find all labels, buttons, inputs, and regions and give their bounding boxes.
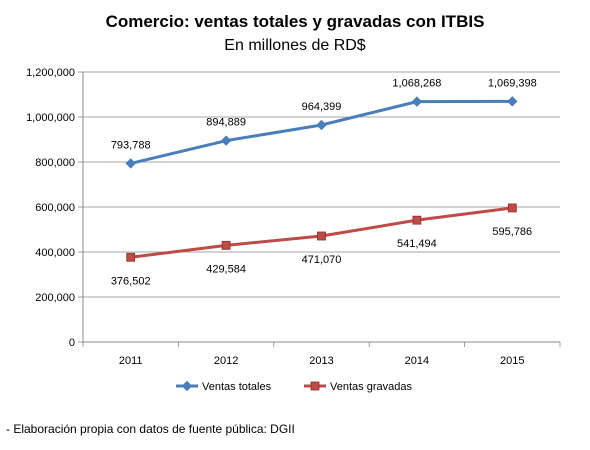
data-point	[507, 203, 517, 213]
x-tick-label: 2012	[214, 355, 238, 367]
chart-title: Comercio: ventas totales y gravadas con …	[106, 12, 485, 31]
data-point	[507, 96, 518, 107]
x-tick-label: 2015	[500, 355, 524, 367]
y-tick-label: 1,200,000	[26, 67, 75, 79]
data-point	[220, 135, 232, 146]
legend-marker-2	[310, 381, 320, 391]
legend-marker-1	[181, 380, 193, 392]
line-chart: Comercio: ventas totales y gravadas con …	[26, 12, 561, 393]
y-tick-label: 400,000	[35, 247, 75, 259]
y-tick-label: 0	[69, 337, 75, 349]
source-footnote: - Elaboración propia con datos de fuente…	[6, 422, 295, 436]
data-point	[316, 119, 327, 131]
data-point	[317, 231, 326, 241]
x-tick-label: 2014	[405, 355, 429, 367]
plot-area: 0 200,000 400,000 600,000 800,000 1,000,000 1,…	[26, 67, 561, 367]
data-point	[412, 215, 422, 225]
data-label: 1,069,398	[488, 77, 537, 89]
data-label: 376,502	[111, 275, 151, 287]
data-label: 429,584	[206, 263, 246, 275]
data-label: 894,889	[206, 117, 246, 129]
x-tick-label: 2011	[119, 355, 143, 367]
y-tick-label: 1,000,000	[26, 112, 75, 124]
legend-label-2: Ventas gravadas	[330, 381, 412, 393]
data-label: 595,786	[492, 226, 532, 238]
data-label: 1,068,268	[392, 78, 441, 90]
legend: Ventas totales Ventas gravadas	[176, 380, 412, 393]
y-tick-label: 800,000	[35, 157, 75, 169]
data-point	[221, 240, 231, 250]
y-tick-label: 600,000	[35, 202, 75, 214]
data-label: 964,399	[302, 101, 342, 113]
data-point	[126, 252, 136, 262]
legend-label-1: Ventas totales	[202, 381, 272, 393]
x-tick-label: 2013	[309, 355, 333, 367]
data-label: 471,070	[302, 254, 342, 266]
data-label: 793,788	[111, 139, 151, 151]
data-point	[125, 158, 136, 169]
data-point	[411, 96, 423, 107]
data-label: 541,494	[397, 238, 437, 250]
y-tick-label: 200,000	[35, 292, 75, 304]
chart-subtitle: En millones de RD$	[224, 37, 366, 54]
